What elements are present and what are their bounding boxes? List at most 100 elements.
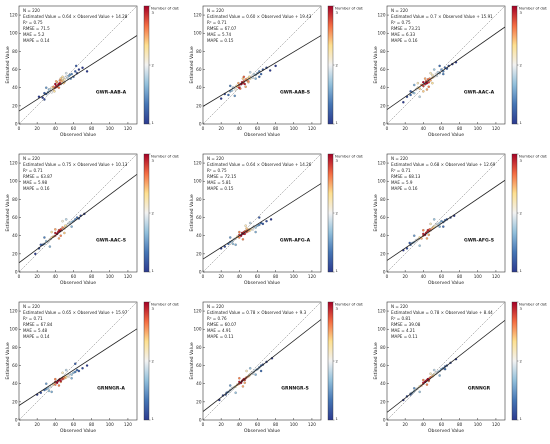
y-tick-label: 40 bbox=[12, 85, 18, 90]
scatter-point bbox=[229, 84, 232, 88]
x-axis-label: Observed Value bbox=[428, 428, 464, 434]
y-tick-label: 60 bbox=[196, 67, 202, 72]
model-label: GRNNGR-S bbox=[281, 385, 309, 391]
scatter-point bbox=[268, 69, 272, 72]
scatter-point bbox=[43, 236, 46, 239]
scatter-point bbox=[425, 88, 429, 91]
scatter-point bbox=[75, 368, 79, 372]
scatter-point bbox=[50, 390, 53, 394]
y-tick-label: 20 bbox=[380, 251, 386, 256]
stat-line: RMSE = 68.13 bbox=[391, 174, 421, 179]
x-tick-label: 120 bbox=[308, 126, 316, 131]
y-axis-label: Estimated Value bbox=[373, 342, 379, 379]
x-tick-label: 20 bbox=[218, 274, 224, 279]
colorbar bbox=[327, 301, 334, 421]
scatter-point bbox=[70, 377, 73, 380]
scatter-point bbox=[34, 252, 37, 256]
x-tick-label: 100 bbox=[290, 274, 298, 279]
y-tick-label: 40 bbox=[196, 85, 202, 90]
x-axis-label: Observed Value bbox=[244, 428, 280, 434]
x-tick-label: 60 bbox=[439, 422, 445, 427]
x-axis-label: Observed Value bbox=[60, 428, 96, 434]
scatter-chart: 0 20 40 60 80 100 120 0 20 40 60 80 100 120 Observed V… bbox=[189, 6, 363, 139]
colorbar-tick-label: 1 bbox=[152, 268, 155, 273]
colorbar-title: Number of dots bbox=[519, 6, 547, 11]
x-axis-label: Observed Value bbox=[244, 132, 280, 138]
y-tick-label: 60 bbox=[12, 67, 18, 72]
scatter-point bbox=[433, 68, 436, 71]
regression-line bbox=[19, 35, 137, 112]
model-label: GWR-AAB-A bbox=[96, 89, 127, 95]
stat-line: MAE = 5.48 bbox=[23, 328, 47, 333]
scatter-point bbox=[66, 374, 70, 377]
scatter-point bbox=[45, 86, 48, 89]
y-axis-label: Estimated Value bbox=[5, 194, 11, 231]
model-label: GRNNGR-A bbox=[97, 385, 125, 391]
scatter-point bbox=[46, 387, 50, 390]
scatter-point bbox=[54, 82, 57, 86]
scatter-point bbox=[436, 71, 440, 74]
scatter-point bbox=[234, 243, 237, 246]
colorbar-tick-label: 2 bbox=[336, 210, 339, 215]
scatter-panel-6: 0 20 40 60 80 100 120 0 20 40 60 80 100 120 Observed V… bbox=[372, 150, 547, 290]
stat-line: MAPE = 0.15 bbox=[207, 38, 234, 43]
y-tick-label: 80 bbox=[196, 49, 202, 54]
scatter-point bbox=[413, 91, 416, 95]
scatter-point bbox=[418, 390, 421, 394]
x-tick-label: 80 bbox=[273, 126, 279, 131]
y-tick-label: 0 bbox=[199, 270, 202, 275]
scatter-point bbox=[427, 233, 430, 236]
x-tick-label: 120 bbox=[308, 274, 316, 279]
colorbar-tick-label: 3 bbox=[336, 306, 339, 311]
x-tick-label: 60 bbox=[71, 422, 77, 427]
scatter-point bbox=[259, 72, 263, 76]
scatter-point bbox=[252, 72, 256, 76]
stat-line: R² = 0.71 bbox=[391, 168, 411, 173]
colorbar-tick-label: 3 bbox=[520, 306, 523, 311]
model-label: GWR-AFG-S bbox=[464, 237, 494, 243]
x-tick-label: 80 bbox=[457, 422, 463, 427]
colorbar-tick-label: 3 bbox=[152, 306, 155, 311]
stat-line: N = 220 bbox=[207, 304, 224, 309]
x-tick-label: 100 bbox=[106, 422, 114, 427]
regression-line bbox=[203, 35, 321, 107]
stat-line: R² = 0.81 bbox=[391, 316, 411, 321]
x-tick-label: 80 bbox=[89, 126, 95, 131]
x-tick-label: 0 bbox=[386, 126, 389, 131]
colorbar-tick-label: 1 bbox=[520, 268, 523, 273]
scatter-point bbox=[47, 389, 51, 393]
stat-line: N = 220 bbox=[391, 304, 408, 309]
colorbar-tick-label: 1 bbox=[520, 120, 523, 125]
y-tick-label: 20 bbox=[380, 399, 386, 404]
scatter-point bbox=[249, 71, 252, 74]
scatter-point bbox=[219, 97, 223, 100]
y-axis-label: Estimated Value bbox=[5, 342, 11, 379]
colorbar bbox=[327, 153, 334, 273]
scatter-point bbox=[440, 68, 443, 71]
scatter-chart: 0 20 40 60 80 100 120 0 20 40 60 80 100 120 Observed V… bbox=[189, 153, 363, 287]
x-tick-label: 80 bbox=[273, 422, 279, 427]
stat-line: MAPE = 0.14 bbox=[23, 38, 50, 43]
stat-line: MAE = 5.2 bbox=[23, 32, 45, 37]
scatter-point bbox=[254, 77, 257, 80]
scatter-point bbox=[50, 91, 53, 94]
x-tick-label: 60 bbox=[255, 422, 261, 427]
colorbar bbox=[511, 301, 518, 421]
scatter-point bbox=[248, 75, 251, 78]
stat-line: MAPE = 0.11 bbox=[391, 334, 418, 339]
y-tick-label: 120 bbox=[10, 13, 18, 18]
x-tick-label: 120 bbox=[124, 422, 132, 427]
x-tick-label: 20 bbox=[402, 422, 408, 427]
y-tick-label: 120 bbox=[194, 13, 202, 18]
y-tick-label: 120 bbox=[194, 309, 202, 314]
stat-line: R² = 0.75 bbox=[207, 168, 227, 173]
x-tick-label: 100 bbox=[474, 422, 482, 427]
colorbar-tick-label: 2 bbox=[152, 62, 155, 67]
scatter-point bbox=[243, 82, 246, 86]
scatter-point bbox=[54, 383, 57, 386]
colorbar-tick-label: 1 bbox=[152, 120, 155, 125]
y-tick-label: 40 bbox=[12, 381, 18, 386]
stat-line: N = 220 bbox=[207, 156, 224, 161]
scatter-point bbox=[64, 224, 67, 227]
x-tick-label: 100 bbox=[106, 274, 114, 279]
